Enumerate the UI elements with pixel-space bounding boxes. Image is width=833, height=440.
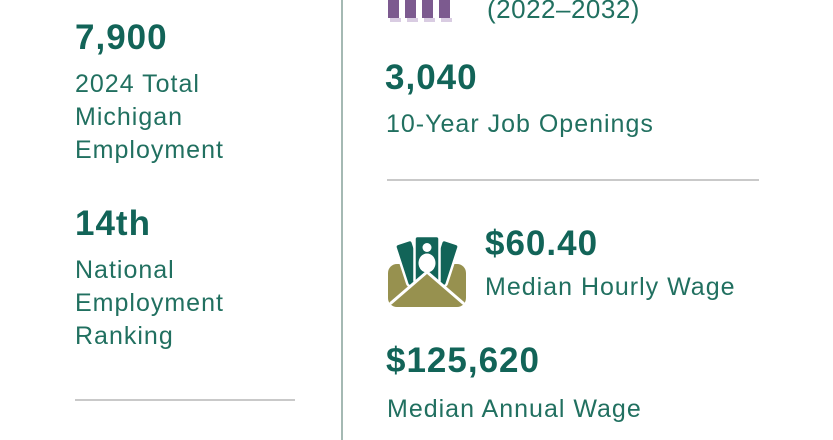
hourly-wage-stat-value: $60.40 [485,224,599,263]
ranking-stat-label: National Employment Ranking [75,256,224,350]
projection-period-label: (2022–2032) [487,0,640,24]
bar-chart-icon [388,0,452,26]
bar-chart-bar [439,0,450,18]
column-divider [341,0,343,440]
right-section-divider [387,179,759,181]
bar-chart-bar [422,0,433,18]
bar-chart-bar-shadow [390,18,401,22]
bar-chart-bar-shadow [424,18,435,22]
bar-chart-bar [405,0,416,18]
employment-stat-value: 7,900 [75,18,168,57]
left-section-divider [75,399,295,401]
bar-chart-bar-shadow [407,18,418,22]
annual-wage-stat-value: $125,620 [386,341,540,380]
money-envelope-icon [388,233,466,307]
annual-wage-stat-label: Median Annual Wage [387,395,642,423]
ranking-stat-value: 14th [75,204,151,243]
hourly-wage-stat-label: Median Hourly Wage [485,273,736,301]
job-openings-stat-value: 3,040 [385,58,478,97]
employment-stat-label: 2024 Total Michigan Employment [75,70,224,164]
bar-chart-bar-shadow [441,18,452,22]
job-openings-stat-label: 10-Year Job Openings [386,110,654,138]
bar-chart-bar [388,0,399,18]
